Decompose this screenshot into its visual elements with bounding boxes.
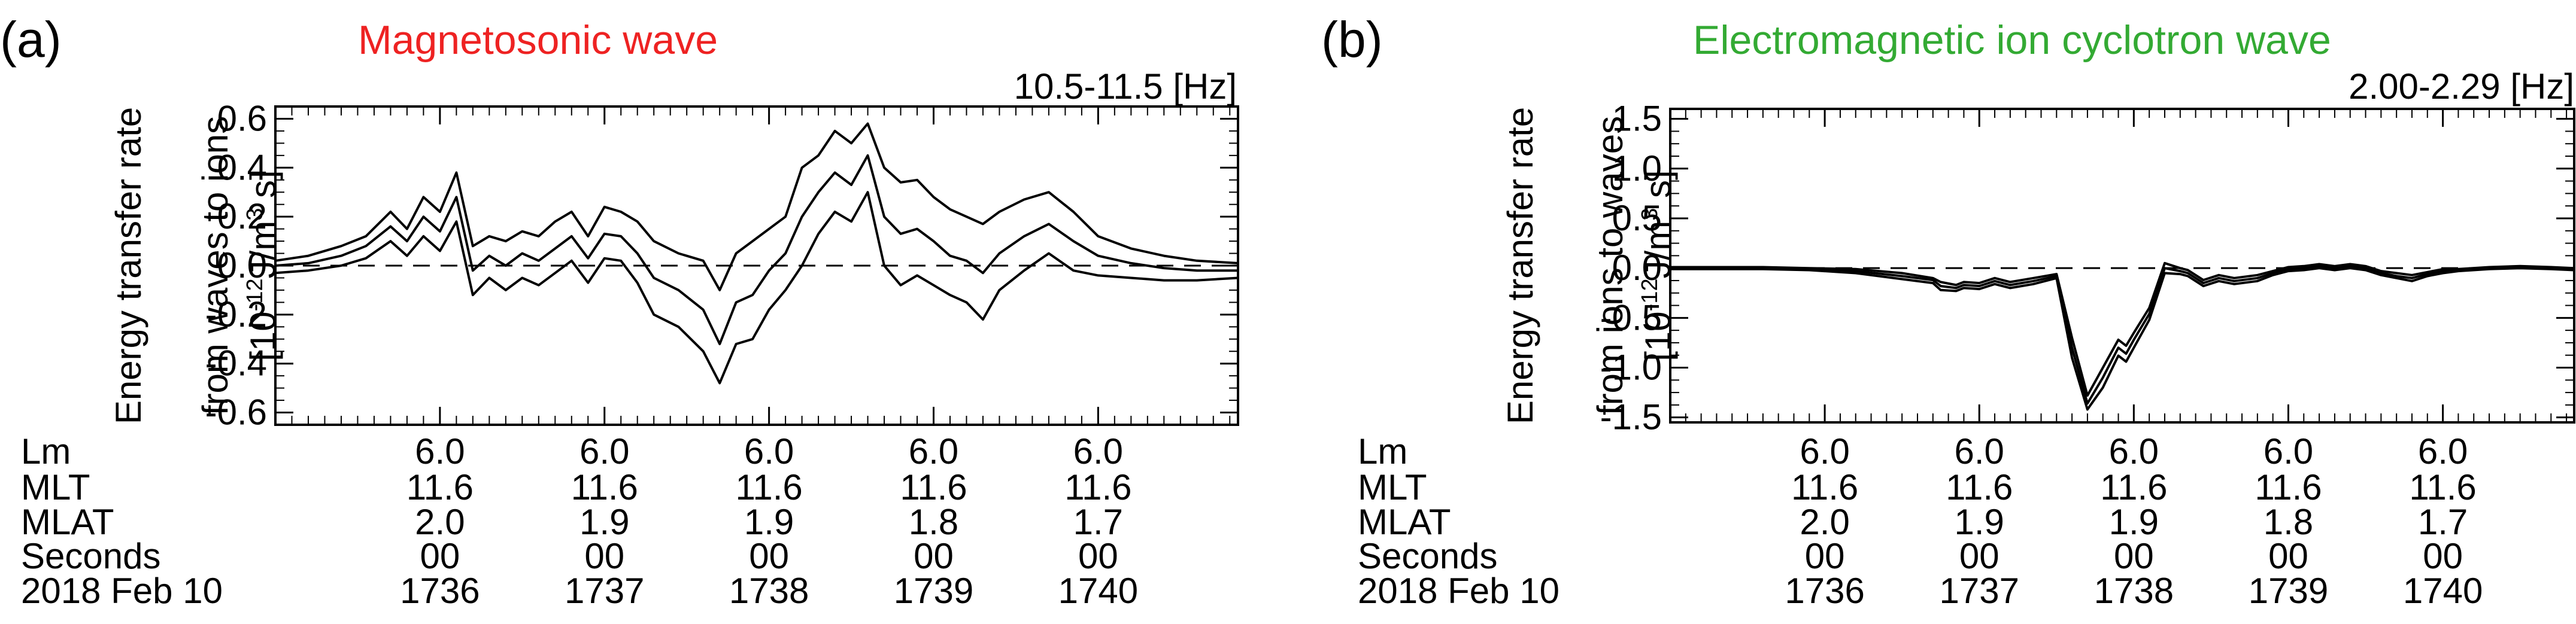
y-axis-unit-part: 3 bbox=[1637, 208, 1662, 221]
ephemeris-value: 00 bbox=[2114, 536, 2154, 576]
ephemeris-row-label: MLAT bbox=[21, 502, 114, 542]
ephemeris-value: 00 bbox=[2423, 536, 2463, 576]
y-tick-label: -0.5 bbox=[1600, 297, 1662, 337]
ephemeris-value: 11.6 bbox=[2255, 467, 2322, 507]
panel-label: (a) bbox=[0, 11, 62, 68]
ephemeris-value: 1.9 bbox=[579, 502, 629, 542]
ephemeris-value: 11.6 bbox=[2409, 467, 2476, 507]
ephemeris-value: 6.0 bbox=[579, 431, 629, 471]
ephemeris-value: 11.6 bbox=[1064, 467, 1131, 507]
ephemeris-value: 1739 bbox=[2249, 571, 2328, 611]
panel-label: (b) bbox=[1321, 11, 1383, 68]
ephemeris-value: 00 bbox=[1078, 536, 1118, 576]
ephemeris-row-label: Lm bbox=[21, 431, 71, 471]
ephemeris-value: 1738 bbox=[729, 571, 809, 611]
ephemeris-value: 1736 bbox=[400, 571, 480, 611]
ephemeris-value: 00 bbox=[2268, 536, 2308, 576]
ephemeris-row-label: MLT bbox=[1358, 467, 1427, 507]
ephemeris-value: 1.9 bbox=[1955, 502, 2004, 542]
ephemeris-value: 11.6 bbox=[1946, 467, 2013, 507]
ephemeris-row-label: 2018 Feb 10 bbox=[21, 571, 223, 611]
ephemeris-value: 00 bbox=[749, 536, 789, 576]
ephemeris-value: 1737 bbox=[1939, 571, 2019, 611]
ephemeris-value: 1737 bbox=[565, 571, 644, 611]
ephemeris-row-label: MLAT bbox=[1358, 502, 1451, 542]
y-tick-label: -1.5 bbox=[1600, 397, 1662, 437]
y-tick-label: -0.4 bbox=[205, 343, 267, 383]
ephemeris-value: 6.0 bbox=[2418, 431, 2468, 471]
frequency-band: 2.00-2.29 [Hz] bbox=[2349, 66, 2574, 106]
ephemeris-value: 1.9 bbox=[744, 502, 794, 542]
series-line bbox=[275, 154, 1238, 345]
ephemeris-value: 1738 bbox=[2094, 571, 2174, 611]
ephemeris-value: 6.0 bbox=[744, 431, 794, 471]
ephemeris-value: 1.8 bbox=[2264, 502, 2313, 542]
ephemeris-value: 1740 bbox=[2403, 571, 2483, 611]
ephemeris-row-label: Lm bbox=[1358, 431, 1407, 471]
ephemeris-value: 1739 bbox=[894, 571, 973, 611]
ephemeris-value: 11.6 bbox=[406, 467, 474, 507]
ephemeris-value: 00 bbox=[584, 536, 624, 576]
y-axis-unit-part: 3 bbox=[242, 208, 268, 221]
series-line bbox=[1670, 264, 2575, 405]
panel-b: (b) Electromagnetic ion cyclotron wave 2.0… bbox=[1321, 11, 2575, 611]
ephemeris-value: 11.6 bbox=[900, 467, 967, 507]
y-axis-unit-part: -12 bbox=[242, 278, 268, 311]
y-tick-label: 0.4 bbox=[217, 147, 267, 187]
chart-title: Electromagnetic ion cyclotron wave bbox=[1693, 17, 2331, 63]
series-line bbox=[1670, 267, 2575, 411]
ephemeris-value: 6.0 bbox=[1955, 431, 2004, 471]
ephemeris-value: 00 bbox=[914, 536, 954, 576]
ephemeris-value: 6.0 bbox=[415, 431, 465, 471]
y-tick-label: 1.5 bbox=[1612, 99, 1662, 139]
ephemeris-value: 6.0 bbox=[2264, 431, 2313, 471]
ephemeris-value: 6.0 bbox=[1073, 431, 1123, 471]
ephemeris-value: 6.0 bbox=[1800, 431, 1849, 471]
ephemeris-value: 1.9 bbox=[2109, 502, 2159, 542]
ephemeris-value: 11.6 bbox=[2100, 467, 2167, 507]
series-line bbox=[275, 122, 1239, 291]
ephemeris-value: 00 bbox=[420, 536, 460, 576]
plot-frame bbox=[1669, 108, 2575, 424]
panel-a: (a) Magnetosonic wave 10.5-11.5 [Hz] Energy… bbox=[0, 11, 1239, 611]
ephemeris-value: 1.8 bbox=[909, 502, 958, 542]
y-axis-unit-part: -12 bbox=[1637, 278, 1662, 311]
y-axis-label-line: Energy transfer rate bbox=[1500, 107, 1540, 424]
y-axis-label-line: Energy transfer rate bbox=[108, 107, 148, 424]
series-line bbox=[1670, 261, 2575, 397]
ephemeris-value: 6.0 bbox=[2109, 431, 2159, 471]
ephemeris-value: 1736 bbox=[1785, 571, 1864, 611]
chart-title: Magnetosonic wave bbox=[358, 17, 718, 63]
y-axis-label-line: from waves to ions bbox=[195, 116, 235, 415]
ephemeris-value: 00 bbox=[1805, 536, 1845, 576]
y-tick-label: 0.0 bbox=[217, 245, 267, 285]
y-tick-label: 0.6 bbox=[217, 98, 267, 138]
ephemeris-value: 1.7 bbox=[2418, 502, 2468, 542]
ephemeris-value: 2.0 bbox=[415, 502, 465, 542]
y-axis-label-line: from ions to waves bbox=[1590, 116, 1630, 415]
ephemeris-value: 2.0 bbox=[1800, 502, 1849, 542]
ephemeris-row-label: MLT bbox=[21, 467, 90, 507]
ephemeris-value: 11.6 bbox=[735, 467, 802, 507]
y-tick-label: 0.0 bbox=[1612, 248, 1662, 288]
ephemeris-row-label: Seconds bbox=[21, 536, 161, 576]
frequency-band: 10.5-11.5 [Hz] bbox=[1014, 66, 1237, 106]
ephemeris-row-label: 2018 Feb 10 bbox=[1358, 571, 1559, 611]
ephemeris-value: 1.7 bbox=[1073, 502, 1123, 542]
ephemeris-value: 00 bbox=[1959, 536, 1999, 576]
ephemeris-value: 11.6 bbox=[571, 467, 638, 507]
y-tick-label: 0.5 bbox=[1612, 198, 1662, 238]
series-line bbox=[275, 191, 1239, 385]
y-tick-label: -1.0 bbox=[1600, 348, 1662, 388]
y-tick-label: 0.2 bbox=[217, 196, 267, 236]
y-tick-label: 1.0 bbox=[1612, 148, 1662, 188]
ephemeris-value: 11.6 bbox=[1791, 467, 1858, 507]
y-tick-label: -0.2 bbox=[205, 294, 267, 334]
y-tick-label: -0.6 bbox=[205, 392, 267, 433]
ephemeris-value: 6.0 bbox=[909, 431, 958, 471]
ephemeris-row-label: Seconds bbox=[1358, 536, 1498, 576]
ephemeris-value: 1740 bbox=[1058, 571, 1138, 611]
